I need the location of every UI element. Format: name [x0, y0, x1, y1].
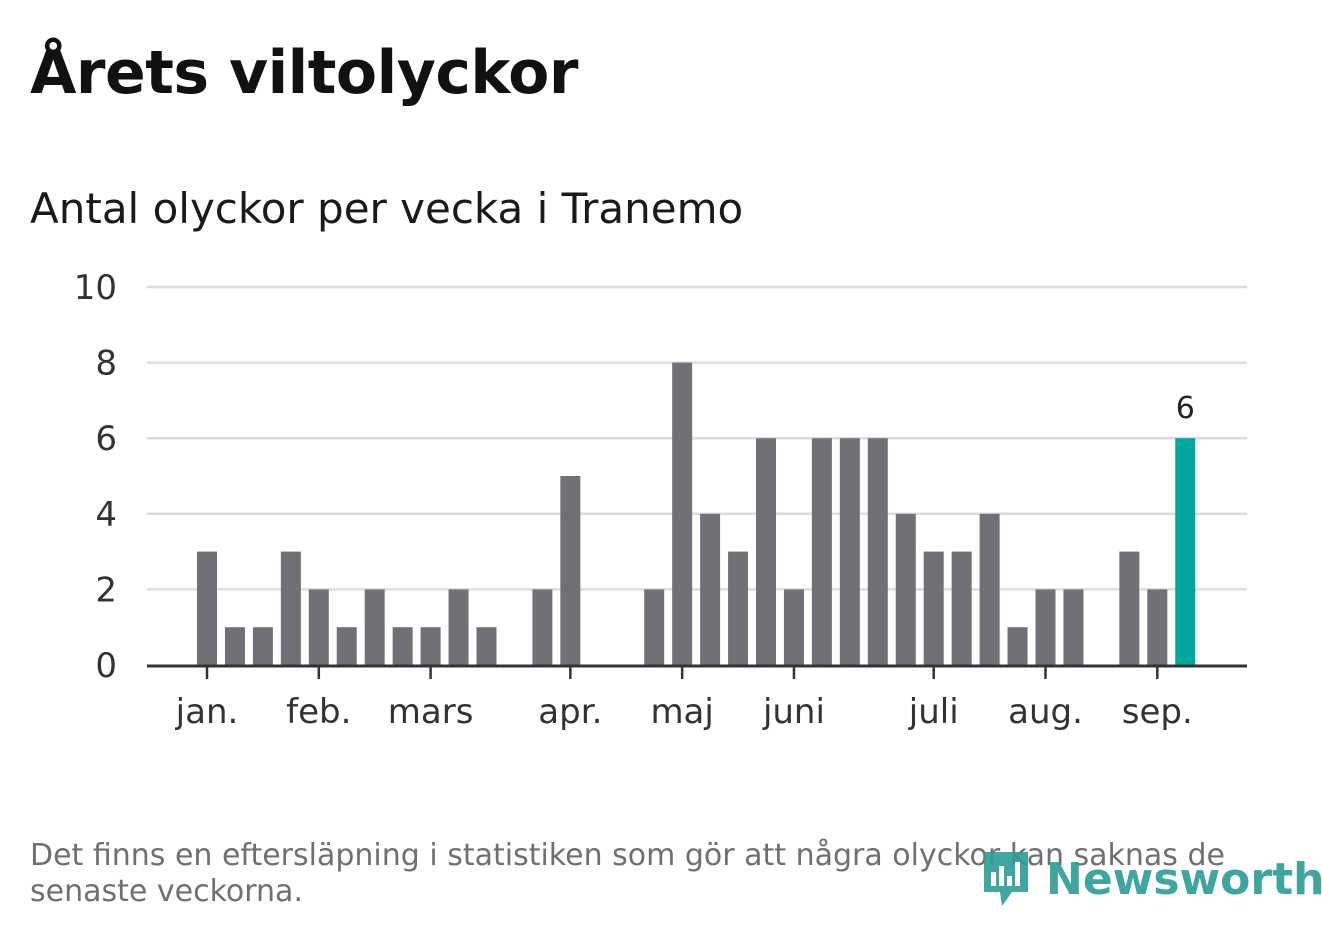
bar — [224, 627, 245, 665]
y-tick-label: 0 — [95, 646, 117, 686]
bar — [364, 589, 385, 665]
bar — [1119, 551, 1140, 665]
chart-subtitle: Antal olyckor per vecka i Tranemo — [30, 184, 744, 233]
y-tick-label: 10 — [74, 268, 117, 308]
bar — [839, 438, 860, 665]
bar — [867, 438, 888, 665]
y-axis-ticks: 0 2 4 6 8 10 — [74, 268, 117, 686]
bar — [756, 438, 776, 665]
chart-title: Årets viltolyckor — [30, 38, 579, 108]
bar — [783, 589, 804, 665]
bar — [197, 551, 217, 665]
bar — [923, 551, 944, 665]
bar — [951, 551, 972, 665]
y-tick-label: 4 — [95, 495, 117, 535]
bar — [476, 627, 497, 665]
x-tick-label: jan. — [175, 692, 239, 732]
bar — [448, 589, 469, 665]
x-tick-label: apr. — [538, 692, 602, 732]
x-tick-label: feb. — [286, 692, 351, 732]
bar — [280, 551, 301, 665]
highlight-value-label: 6 — [1176, 391, 1195, 426]
y-tick-label: 6 — [95, 419, 117, 459]
newsworthy-logo: Newsworthy — [980, 848, 1322, 910]
bar — [336, 627, 357, 665]
bar — [392, 627, 413, 665]
bar — [420, 627, 441, 665]
bar — [1063, 589, 1084, 665]
bar — [811, 438, 832, 665]
bar — [532, 589, 553, 665]
bar — [700, 513, 721, 665]
x-tick-label: aug. — [1008, 692, 1083, 732]
y-tick-label: 2 — [95, 570, 117, 610]
x-tick-label: sep. — [1122, 692, 1193, 732]
newsworthy-logo-icon — [984, 852, 1028, 906]
grid-lines — [147, 285, 1247, 591]
bar — [672, 362, 693, 665]
bar — [1147, 589, 1168, 665]
bar — [644, 589, 665, 665]
highlight-bar — [1175, 438, 1196, 665]
bar — [308, 589, 329, 665]
x-tick-label: maj — [650, 692, 713, 732]
bar — [560, 476, 581, 665]
bar — [1035, 589, 1056, 665]
y-tick-label: 8 — [95, 344, 117, 384]
bar — [895, 513, 916, 665]
x-tick-label: juni — [762, 692, 825, 732]
bar — [728, 551, 749, 665]
bar-chart: 0 2 4 6 8 10 jan. feb. mars apr. maj juni juli aug. s… — [74, 268, 1247, 732]
bars — [197, 362, 1196, 665]
x-tick-label: mars — [388, 692, 474, 732]
bar — [1007, 627, 1028, 665]
x-axis: jan. feb. mars apr. maj juni juli aug. sep. — [147, 664, 1247, 732]
bar — [979, 513, 1000, 665]
x-tick-label: juli — [908, 692, 959, 732]
bar — [252, 627, 273, 665]
logo-text: Newsworthy — [1046, 853, 1322, 905]
data-labels: 6 — [1176, 391, 1195, 426]
